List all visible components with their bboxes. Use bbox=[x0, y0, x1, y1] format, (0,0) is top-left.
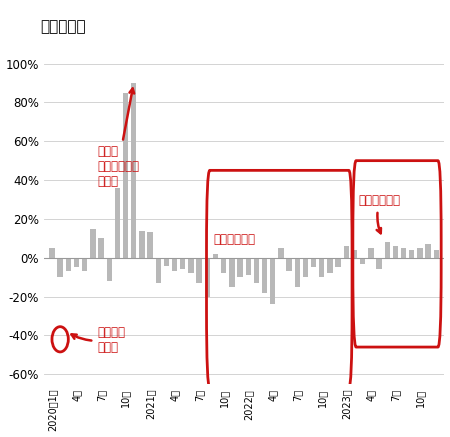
Bar bbox=[368, 248, 373, 258]
Bar bbox=[180, 258, 185, 269]
Bar bbox=[336, 258, 341, 267]
Bar bbox=[123, 93, 128, 258]
Text: 第一波は
大幅減: 第一波は 大幅減 bbox=[72, 326, 125, 354]
Bar bbox=[229, 258, 234, 287]
Text: 前年同月比: 前年同月比 bbox=[40, 19, 86, 34]
Bar bbox=[262, 258, 267, 293]
Bar bbox=[270, 258, 275, 304]
Bar bbox=[393, 246, 398, 258]
Bar bbox=[115, 188, 120, 258]
Bar bbox=[409, 250, 414, 258]
Bar bbox=[303, 258, 308, 277]
Bar bbox=[131, 83, 136, 258]
Bar bbox=[246, 258, 251, 275]
Bar bbox=[401, 248, 406, 258]
Bar bbox=[434, 250, 439, 258]
Bar bbox=[99, 238, 104, 258]
Bar bbox=[156, 258, 161, 283]
Text: 緩やかに減少: 緩やかに減少 bbox=[214, 233, 256, 246]
Bar bbox=[287, 258, 292, 271]
Bar bbox=[278, 248, 284, 258]
Bar bbox=[164, 258, 169, 266]
Bar bbox=[352, 250, 357, 258]
Bar bbox=[360, 258, 365, 264]
Bar bbox=[417, 248, 423, 258]
Bar bbox=[139, 231, 144, 258]
Bar bbox=[66, 258, 71, 271]
Bar bbox=[74, 258, 79, 267]
Bar bbox=[344, 246, 349, 258]
Bar bbox=[188, 258, 194, 273]
Bar bbox=[237, 258, 243, 277]
Bar bbox=[172, 258, 177, 271]
Bar bbox=[148, 232, 153, 258]
Text: 第一波
（前年同月）
の反動: 第一波 （前年同月） の反動 bbox=[97, 88, 139, 188]
Bar bbox=[385, 242, 390, 258]
Bar bbox=[50, 248, 54, 258]
Bar bbox=[213, 254, 218, 258]
Bar bbox=[425, 244, 431, 258]
Text: 今は増加傾向: 今は増加傾向 bbox=[359, 194, 400, 233]
Bar bbox=[311, 258, 316, 267]
Bar bbox=[327, 258, 333, 273]
Bar bbox=[221, 258, 226, 273]
Bar bbox=[319, 258, 324, 277]
Bar bbox=[58, 258, 63, 277]
Bar bbox=[107, 258, 112, 281]
Bar bbox=[254, 258, 259, 283]
Bar bbox=[90, 229, 95, 258]
Bar bbox=[82, 258, 87, 271]
Bar bbox=[295, 258, 300, 287]
Bar bbox=[376, 258, 382, 269]
Bar bbox=[205, 258, 210, 297]
Bar bbox=[197, 258, 202, 283]
